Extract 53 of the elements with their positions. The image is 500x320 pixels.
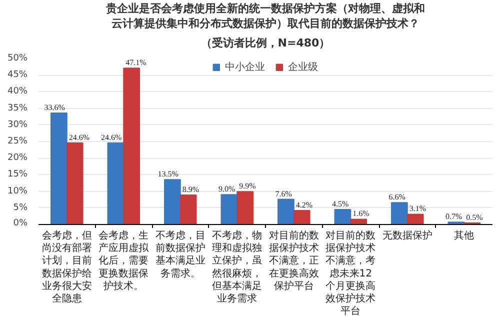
data-label: 0.7% (445, 212, 462, 222)
x-tick-label: 其他 (454, 229, 474, 242)
bar (220, 194, 238, 224)
bar (390, 202, 408, 224)
bar (277, 198, 294, 224)
data-label: 7.6% (275, 189, 292, 198)
y-tick-label: 40% (7, 86, 28, 97)
data-label: 6.6% (388, 192, 406, 202)
y-tick-label: 20% (7, 153, 28, 164)
y-tick-label: 25% (7, 136, 28, 146)
bar (107, 142, 124, 224)
bar (50, 112, 68, 224)
data-label: 1.6% (352, 209, 370, 218)
data-label: 4.5% (332, 200, 349, 209)
legend-label: 企业级 (288, 60, 318, 74)
y-tick-label: 15% (7, 170, 28, 180)
y-tick-label: 10% (7, 186, 28, 196)
y-tick-label: 0% (13, 218, 28, 228)
data-label: 24.6% (68, 132, 90, 142)
x-tick-label: 会考虑，但尚没有部署计划，目前数据保护给业务很大安全隐患 (42, 229, 92, 305)
data-label: 24.6% (100, 132, 122, 142)
data-label: 47.1% (126, 58, 147, 68)
x-tick-label: 不考虑，目前数据保护基本满足业务需求。 (155, 229, 206, 280)
data-label: 33.6% (44, 102, 66, 112)
bar (406, 214, 424, 224)
legend-label: 中小企业 (225, 60, 265, 74)
bar (123, 68, 140, 224)
data-label: 9.9% (239, 182, 256, 191)
x-tick-label: 不考虑，物理和虚拟独立保护，虽然很麻烦，但基本满足业务需求 (212, 229, 262, 305)
data-label: 9.0% (218, 184, 236, 194)
bar (180, 194, 197, 224)
data-label: 0.5% (466, 212, 484, 222)
x-tick-label: 会考虑，生产应用虚拟化后，需要更换数据保护技术。 (98, 229, 150, 292)
data-label: 4.2% (296, 200, 313, 210)
data-label: 3.1% (409, 204, 426, 214)
y-tick-label: 45% (7, 70, 28, 80)
bar (164, 179, 181, 224)
y-tick-label: 50% (7, 54, 28, 64)
x-tick-label: 对目前的数据保护技术不满意，正在更换高效保护平台 (268, 229, 319, 292)
bar (236, 191, 254, 224)
data-label: 13.5% (158, 170, 179, 179)
bar (350, 218, 368, 224)
bar (293, 210, 310, 224)
x-tick-label: 对目前的数据保护技术不满意，考虑未来12个月更换高效保护技术平台 (326, 229, 376, 318)
data-label: 8.9% (182, 184, 200, 194)
chart-subtitle: （受访者比例，N=480） (200, 36, 330, 50)
y-tick-label: 5% (13, 202, 28, 213)
x-tick-label: 无数据保护 (382, 229, 432, 242)
chart-title: 贵企业是否会考虑使用全新的统一数据保护方案（对物理、虚拟和云计算提供集中和分布式数据保护）取代目前的数据保护技术？ (105, 2, 425, 30)
bar (66, 142, 84, 224)
y-tick-label: 35% (7, 103, 28, 114)
y-tick-label: 30% (7, 120, 28, 130)
bar (334, 209, 352, 224)
